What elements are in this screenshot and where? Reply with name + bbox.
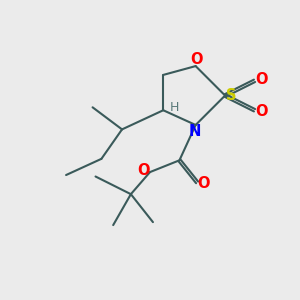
Text: S: S <box>226 88 237 103</box>
Text: O: O <box>255 104 267 119</box>
Text: O: O <box>255 72 267 87</box>
Text: O: O <box>137 163 150 178</box>
Text: N: N <box>189 124 201 139</box>
Text: O: O <box>190 52 203 67</box>
Text: H: H <box>170 101 179 114</box>
Text: O: O <box>197 176 210 191</box>
